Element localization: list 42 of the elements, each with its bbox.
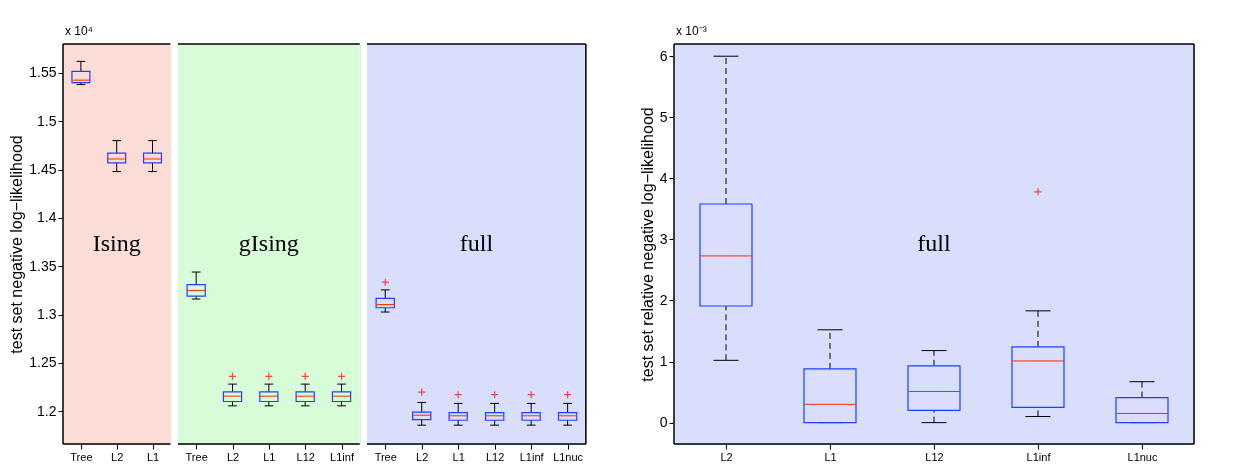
y-tick-label: 1.2 (37, 402, 57, 419)
x-tick-label: Tree (70, 450, 93, 463)
x-tick-label: L1 (452, 450, 465, 463)
x-tick-label: L1 (263, 450, 276, 463)
y-tick-label: 6 (659, 47, 668, 64)
x-tick-label: L12 (296, 450, 315, 463)
x-tick-label: L1inf (1026, 450, 1052, 463)
x-tick-label: L2 (416, 450, 429, 463)
x-tick-label: L2 (720, 450, 733, 463)
band-label: full (459, 230, 494, 256)
y-tick-label: 1.25 (29, 354, 57, 371)
x-tick-label: L1inf (330, 450, 355, 463)
x-tick-label: L12 (485, 450, 505, 463)
y-axis-title: test set negative log−likelihood (8, 135, 26, 354)
y-tick-label: 1.5 (37, 112, 57, 129)
y-tick-label: 1.35 (29, 257, 57, 274)
y-tick-label: 4 (659, 169, 668, 186)
x-tick-label: Tree (185, 450, 208, 463)
y-tick-label: 1.4 (37, 209, 57, 226)
x-tick-label: L1 (146, 450, 160, 463)
y-tick-label: 5 (659, 108, 668, 125)
x-tick-label: L1nuc (553, 450, 584, 463)
band-label: full (917, 230, 951, 256)
y-tick-label: 2 (659, 291, 668, 308)
x-tick-label: L1 (824, 450, 837, 463)
x-tick-label: L2 (226, 450, 240, 463)
x-tick-label: Tree (374, 450, 397, 463)
y-tick-label: 3 (659, 230, 668, 247)
y-tick-label: 1.45 (29, 161, 57, 178)
y-tick-label: 1.55 (29, 64, 57, 81)
x-tick-label: L12 (925, 450, 944, 463)
x-tick-label: L1inf (519, 450, 545, 463)
y-axis-title: test set relative negative log−likelihood (638, 107, 656, 382)
x-tick-label: L1nuc (1127, 450, 1158, 463)
text: x 10⁻³ (676, 24, 707, 38)
y-tick-label: 1.3 (37, 306, 57, 323)
x-tick-label: L2 (111, 450, 124, 463)
y-tick-label: 0 (659, 414, 668, 431)
band-label: Ising (92, 230, 141, 256)
band-label: gIsing (238, 230, 299, 256)
y-tick-label: 1 (659, 353, 668, 370)
text: x 10⁴ (65, 24, 93, 38)
